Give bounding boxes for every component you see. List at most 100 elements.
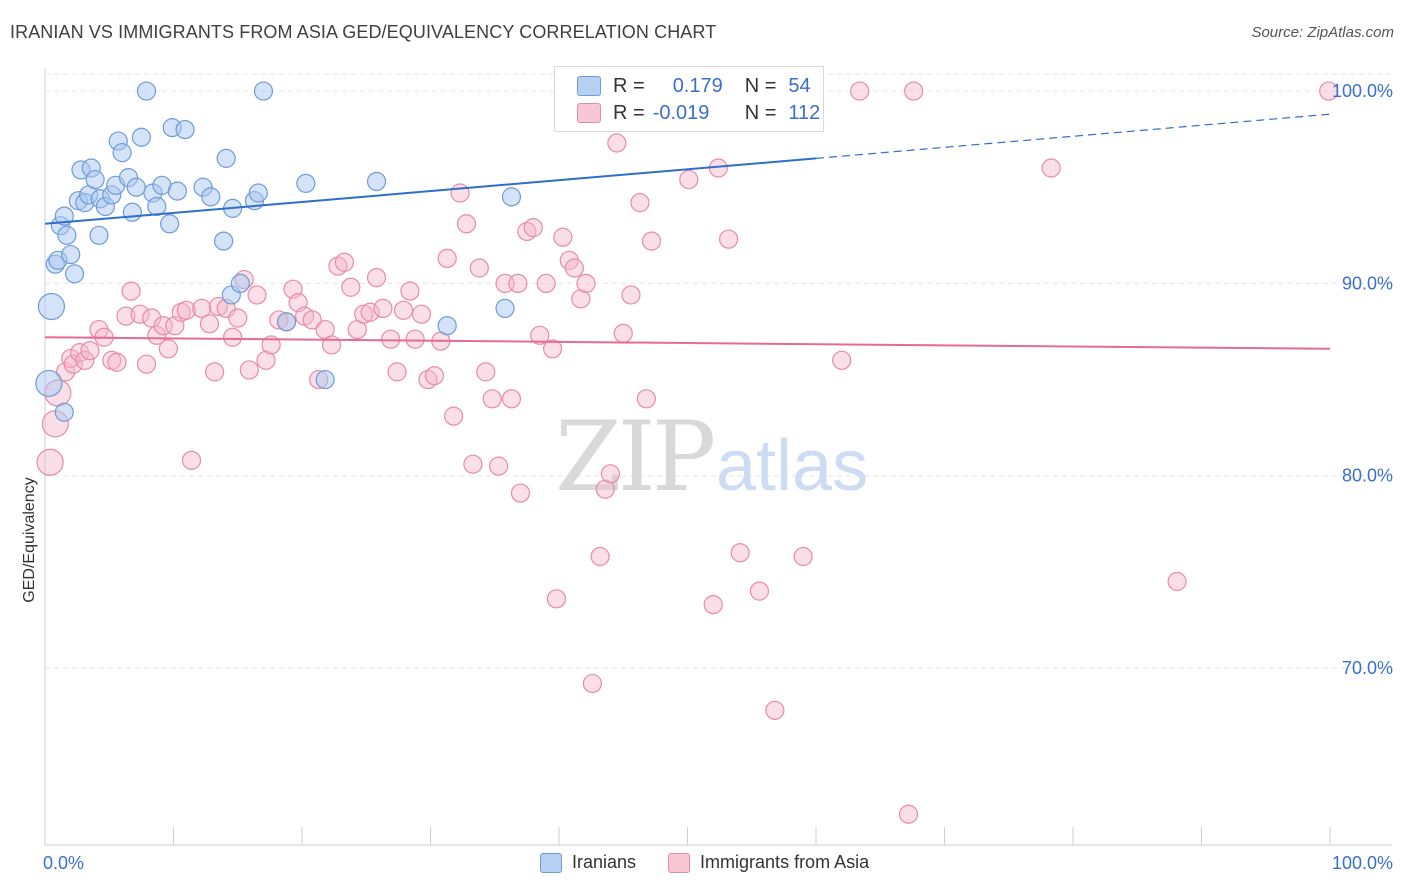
- y-tick-label-80: 80.0%: [1342, 466, 1393, 486]
- immigrants-point-59: [411, 304, 432, 324]
- immigrants-point-96: [641, 231, 662, 251]
- immigrants-point-17: [142, 308, 162, 328]
- iranians-point-6: [54, 402, 74, 422]
- immigrants-point-105: [832, 350, 852, 370]
- immigrants-point-86: [576, 273, 596, 294]
- immigrants-point-66: [456, 214, 477, 234]
- iranians-trend-extension: [815, 113, 1331, 159]
- immigrants-point-94: [630, 193, 650, 213]
- legend-r-value-1: 0.179: [672, 74, 723, 97]
- immigrants-point-79: [536, 273, 556, 294]
- iranians-point-33: [167, 181, 187, 201]
- trend-lines: [44, 113, 1331, 350]
- chart-title: IRANIAN VS IMMIGRANTS FROM ASIA GED/EQUI…: [10, 22, 717, 42]
- iranians-trend-line: [44, 157, 817, 225]
- watermark-atlas: atlas: [716, 426, 868, 506]
- iranians-point-8: [61, 244, 81, 265]
- immigrants-point-90: [600, 464, 621, 484]
- immigrants-point-0: [36, 448, 64, 476]
- axes: [44, 68, 1392, 846]
- immigrants-point-19: [153, 316, 173, 336]
- immigrants-point-93: [621, 285, 641, 305]
- series-swatch-pink: [668, 852, 691, 873]
- legend-r-value-2: -0.019: [652, 101, 710, 124]
- immigrants-point-74: [508, 273, 528, 294]
- immigrants-point-14: [121, 281, 141, 301]
- iranians-point-37: [214, 231, 234, 251]
- immigrants-point-23: [176, 300, 196, 320]
- legend-row-immigrants: R = -0.019 N = 112: [577, 100, 820, 126]
- iranians-point-49: [437, 316, 457, 336]
- immigrants-point-98: [703, 594, 723, 615]
- immigrants-point-45: [321, 335, 342, 355]
- watermark-zip: ZIP: [555, 401, 714, 513]
- iranians-point-16: [89, 225, 109, 245]
- immigrants-point-16: [136, 354, 157, 374]
- immigrants-point-108: [904, 81, 924, 101]
- immigrants-point-109: [1041, 158, 1061, 178]
- immigrants-point-77: [523, 218, 543, 238]
- immigrants-point-27: [205, 362, 225, 382]
- watermark: ZIP atlas: [555, 401, 868, 513]
- immigrants-point-106: [850, 81, 870, 101]
- iranians-point-47: [315, 369, 335, 390]
- immigrants-point-28: [208, 296, 229, 317]
- immigrants-point-34: [247, 285, 267, 305]
- immigrants-point-68: [469, 258, 489, 278]
- immigrants-point-42: [302, 310, 322, 330]
- legend-n-value-1: 54: [788, 74, 811, 97]
- immigrants-point-63: [437, 248, 457, 269]
- immigrants-point-26: [199, 314, 220, 334]
- iranians-point-41: [230, 273, 250, 294]
- immigrants-point-24: [181, 450, 202, 470]
- immigrants-point-47: [334, 252, 355, 272]
- x-tick-label-max: 100.0%: [1332, 853, 1393, 873]
- immigrants-point-80: [542, 339, 563, 359]
- legend-n-label-1: N =: [744, 74, 777, 97]
- y-tick-label-100: 100.0%: [1332, 81, 1393, 101]
- immigrants-point-71: [489, 456, 509, 476]
- iranians-point-25: [126, 177, 146, 197]
- immigrants-point-15: [130, 304, 150, 324]
- immigrants-point-102: [749, 581, 770, 601]
- iranians-point-48: [366, 171, 387, 192]
- immigrants-point-65: [450, 183, 470, 203]
- immigrants-point-7: [75, 350, 95, 370]
- iranians-point-38: [216, 148, 236, 168]
- iranians-point-45: [276, 312, 297, 332]
- immigrants-point-101: [730, 543, 750, 563]
- series-label-iranians: Iranians: [572, 852, 637, 872]
- x-tick-label-min: 0.0%: [43, 853, 84, 873]
- immigrants-point-54: [381, 329, 401, 349]
- immigrants-point-55: [387, 362, 407, 382]
- iranians-points: [35, 81, 768, 422]
- immigrants-point-69: [476, 362, 496, 382]
- immigrants-point-5: [63, 354, 83, 374]
- iranians-point-9: [64, 264, 85, 284]
- immigrants-point-88: [590, 546, 610, 567]
- immigrants-point-75: [510, 483, 531, 503]
- immigrants-point-35: [256, 350, 276, 370]
- iranians-point-46: [296, 173, 316, 193]
- y-tick-label-90: 90.0%: [1342, 273, 1393, 293]
- iranians-point-24: [122, 202, 142, 222]
- series-label-immigrants: Immigrants from Asia: [700, 852, 870, 872]
- correlation-legend: R = 0.179 N = 54 R = -0.019 N = 112: [554, 66, 824, 132]
- iranians-point-15: [85, 169, 105, 190]
- immigrants-point-67: [463, 454, 483, 474]
- immigrants-point-64: [444, 406, 464, 426]
- series-legend-iranians: Iranians: [540, 852, 636, 873]
- series-swatch-blue: [540, 852, 562, 873]
- immigrants-point-70: [482, 389, 502, 409]
- iranians-point-36: [201, 187, 221, 207]
- iranians-point-51: [495, 298, 515, 319]
- y-axis-label: GED/Equivalency: [21, 477, 38, 603]
- immigrants-point-87: [582, 673, 603, 694]
- immigrants-point-13: [116, 306, 136, 326]
- immigrants-point-25: [192, 298, 212, 319]
- immigrants-point-89: [595, 479, 615, 499]
- immigrants-point-78: [530, 325, 550, 345]
- immigrants-point-52: [366, 268, 387, 288]
- iranians-point-29: [147, 196, 167, 217]
